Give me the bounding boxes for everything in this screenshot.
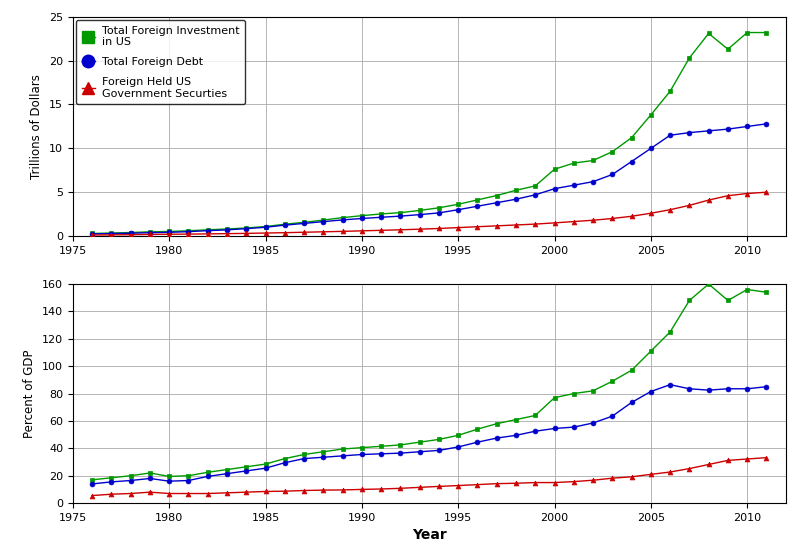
Y-axis label: Trillions of Dollars: Trillions of Dollars bbox=[31, 74, 44, 179]
Legend: Total Foreign Investment
in US, Total Foreign Debt, Foreign Held US
Government S: Total Foreign Investment in US, Total Fo… bbox=[76, 20, 245, 105]
Y-axis label: Percent of GDP: Percent of GDP bbox=[23, 349, 36, 438]
X-axis label: Year: Year bbox=[412, 528, 446, 542]
